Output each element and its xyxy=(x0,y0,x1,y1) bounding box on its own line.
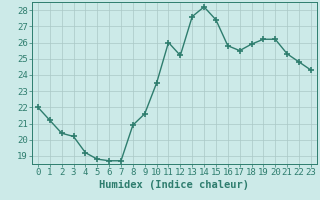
X-axis label: Humidex (Indice chaleur): Humidex (Indice chaleur) xyxy=(100,180,249,190)
